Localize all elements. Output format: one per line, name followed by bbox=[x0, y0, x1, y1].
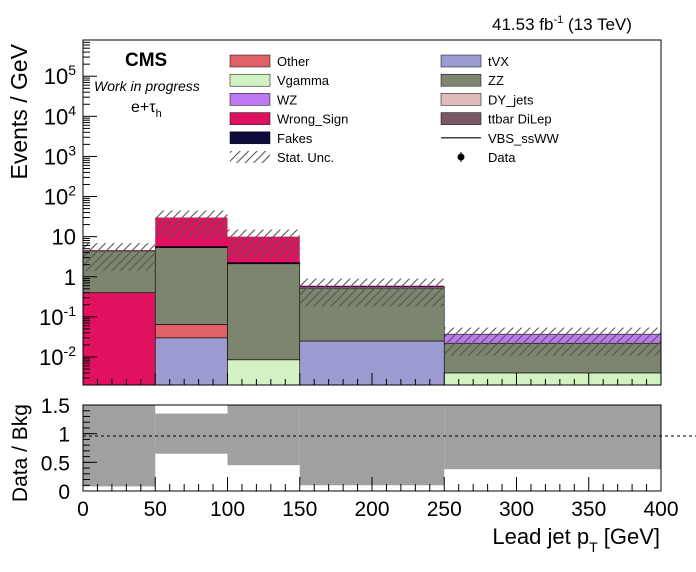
bar-tvx-1 bbox=[155, 338, 227, 385]
stat-unc-band-3 bbox=[300, 279, 445, 307]
ratio-band-4 bbox=[444, 405, 661, 469]
x-tick-label: 300 bbox=[499, 498, 534, 521]
y-tick-label: 1 bbox=[64, 265, 76, 290]
ratio-band-3 bbox=[300, 405, 445, 485]
legend-label-other: Other bbox=[277, 54, 310, 69]
legend-label-dy-jets: DY_jets bbox=[488, 92, 534, 107]
lumi-label: 41.53 fb-1 (13 TeV) bbox=[492, 14, 632, 34]
ratio-y-axis-title: Data / Bkg bbox=[9, 404, 32, 502]
x-tick-label: 350 bbox=[571, 498, 606, 521]
legend-swatch-stat-unc- bbox=[230, 151, 270, 163]
x-tick-label: 150 bbox=[282, 498, 317, 521]
ratio-y-tick-label: 0 bbox=[58, 481, 70, 504]
legend-swatch-ttbar-dilep bbox=[441, 113, 481, 125]
bar-zz-2 bbox=[228, 264, 300, 360]
legend-label-ttbar-dilep: ttbar DiLep bbox=[488, 112, 552, 127]
stat-unc-band-0 bbox=[83, 243, 155, 271]
bar-zz-1 bbox=[155, 247, 227, 324]
ratio-panel: 0 0.5 1 1.5 0 50 100 150 200 250 300 350 400 Data / … bbox=[9, 395, 696, 555]
legend-label-stat-unc-: Stat. Unc. bbox=[277, 150, 334, 165]
ratio-band-0 bbox=[83, 405, 155, 486]
y-tick-label: 102 bbox=[44, 183, 76, 210]
y-tick-label: 10-2 bbox=[39, 343, 76, 370]
legend-label-zz: ZZ bbox=[488, 73, 504, 88]
ratio-band-2 bbox=[228, 405, 300, 465]
x-tick-label: 100 bbox=[210, 498, 245, 521]
channel-label: e+τh bbox=[131, 99, 162, 120]
y-tick-label: 103 bbox=[44, 142, 76, 169]
main-panel: 10-2 1 10-1 10 102 103 104 105 Events / GeV CMS… bbox=[6, 40, 661, 385]
bar-vgamma-2 bbox=[228, 360, 300, 385]
bar-fakes-1 bbox=[155, 247, 227, 248]
legend-swatch-tvx bbox=[441, 55, 481, 67]
stat-unc-band-4 bbox=[444, 328, 661, 356]
legend: Other Vgamma WZ Wrong_Sign Fakes Stat. Unc. tV… bbox=[230, 54, 560, 165]
legend-label-fakes: Fakes bbox=[277, 131, 313, 146]
ratio-band-1 bbox=[155, 414, 227, 454]
x-tick-label: 200 bbox=[354, 498, 389, 521]
legend-swatch-other bbox=[230, 55, 270, 67]
legend-swatch-wrong-sign bbox=[230, 113, 270, 125]
legend-label-tvx: tVX bbox=[488, 54, 509, 69]
x-axis-title: Lead jet pT [GeV] bbox=[492, 524, 660, 555]
bar-wrong-sign-0 bbox=[83, 293, 155, 385]
bar-fakes-2 bbox=[228, 263, 300, 264]
stat-unc-band-1 bbox=[155, 210, 227, 238]
legend-label-vbs-ssww: VBS_ssWW bbox=[488, 131, 560, 146]
y-tick-label: 104 bbox=[44, 102, 76, 129]
x-tick-label: 400 bbox=[643, 498, 678, 521]
x-tick-label: 50 bbox=[144, 498, 167, 521]
y-tick-label: 10 bbox=[52, 225, 76, 250]
y-tick-label: 10-1 bbox=[39, 303, 76, 330]
x-tick-label: 250 bbox=[427, 498, 462, 521]
legend-label-wz: WZ bbox=[277, 92, 297, 107]
legend-label-wrong-sign: Wrong_Sign bbox=[277, 112, 348, 127]
status-label: Work in progress bbox=[94, 78, 200, 94]
ratio-y-tick-label: 0.5 bbox=[41, 452, 70, 475]
legend-swatch-wz bbox=[230, 93, 270, 105]
main-y-axis-title: Events / GeV bbox=[6, 43, 32, 179]
bar-vgamma-4 bbox=[444, 373, 661, 385]
stat-unc-band-2 bbox=[228, 230, 300, 258]
ratio-y-tick-label: 1 bbox=[58, 424, 70, 447]
legend-swatch-vgamma bbox=[230, 74, 270, 86]
legend-label-vgamma: Vgamma bbox=[277, 73, 330, 88]
legend-swatch-dy-jets bbox=[441, 93, 481, 105]
y-tick-label: 105 bbox=[44, 62, 76, 89]
cms-label: CMS bbox=[125, 50, 167, 71]
legend-swatch-zz bbox=[441, 74, 481, 86]
legend-label-data: Data bbox=[488, 150, 516, 165]
bar-other-1 bbox=[155, 324, 227, 337]
legend-swatch-fakes bbox=[230, 132, 270, 144]
ratio-bands bbox=[83, 405, 661, 486]
ratio-y-tick-label: 1.5 bbox=[41, 395, 70, 418]
x-tick-label: 0 bbox=[77, 498, 89, 521]
